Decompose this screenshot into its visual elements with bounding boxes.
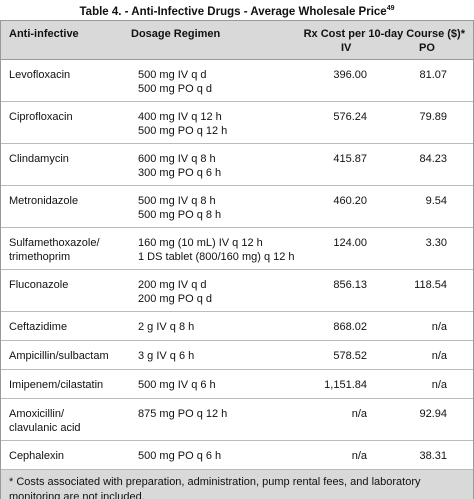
po-cost: 9.54 (425, 195, 447, 207)
drug-name: Fluconazole (9, 279, 69, 291)
drug-name: Ciprofloxacin (9, 111, 73, 123)
drug-name: Imipenem/cilastatin (9, 379, 104, 391)
table-row: Amoxicillin/clavulanic acid 875 mg PO q 1… (1, 399, 473, 441)
drug-name: Levofloxacin (9, 69, 71, 81)
dosage: 500 mg IV q 6 h (138, 379, 216, 391)
table-row: Sulfamethoxazole/trimethoprim 160 mg (10 … (1, 228, 473, 270)
table-row: Fluconazole 200 mg IV q d 200 mg PO q d 856… (1, 270, 473, 312)
po-cost: n/a (431, 321, 447, 333)
dosage: 600 mg IV q 8 h (138, 153, 216, 165)
dosage: 1 DS tablet (800/160 mg) q 12 h (138, 251, 295, 263)
table-row: Clindamycin 600 mg IV q 8 h 300 mg PO q 6 … (1, 144, 473, 186)
po-cost: 92.94 (419, 408, 447, 420)
drug-name: Metronidazole (9, 195, 79, 207)
table-row: Cephalexin 500 mg PO q 6 h n/a 38.31 (1, 441, 473, 470)
dosage: 300 mg PO q 6 h (138, 167, 222, 179)
drug-name: trimethoprim (9, 251, 71, 263)
table-row: Imipenem/cilastatin 500 mg IV q 6 h 1,151.… (1, 370, 473, 399)
po-cost: 81.07 (419, 69, 447, 81)
table-row: Ciprofloxacin 400 mg IV q 12 h 500 mg PO q… (1, 102, 473, 144)
po-cost: 79.89 (419, 111, 447, 123)
table-row: Ampicillin/sulbactam 3 g IV q 6 h 578.52 n/… (1, 341, 473, 370)
table-title: Table 4. - Anti-Infective Drugs - Averag… (0, 0, 474, 20)
title-text: Table 4. - Anti-Infective Drugs - Averag… (79, 5, 387, 18)
dosage: 500 mg PO q 8 h (138, 209, 222, 221)
iv-cost: n/a (351, 450, 367, 462)
column-header: Rx Cost per 10-day Course ($)* (303, 28, 465, 40)
column-header: IV (341, 42, 352, 54)
iv-cost: 578.52 (333, 350, 367, 362)
drug-name: clavulanic acid (9, 422, 81, 434)
dosage: 200 mg PO q d (138, 293, 212, 305)
table-footnote: * Costs associated with preparation, adm… (1, 470, 473, 499)
dosage: 500 mg IV q d (138, 69, 207, 81)
footnote-text: * Costs associated with preparation, adm… (9, 476, 421, 499)
dosage: 400 mg IV q 12 h (138, 111, 222, 123)
table-header: Anti-infective Dosage Regimen Rx Cost pe… (1, 21, 473, 60)
table-row: Levofloxacin 500 mg IV q d 500 mg PO q d 39… (1, 60, 473, 102)
po-cost: 84.23 (419, 153, 447, 165)
iv-cost: 460.20 (333, 195, 367, 207)
column-header: PO (419, 42, 435, 54)
drug-name: Ceftazidime (9, 321, 68, 333)
iv-cost: 124.00 (333, 237, 367, 249)
iv-cost: 868.02 (333, 321, 367, 333)
dosage: 200 mg IV q d (138, 279, 207, 291)
column-header: Dosage Regimen (131, 28, 221, 40)
po-cost: 118.54 (414, 279, 447, 291)
po-cost: 38.31 (419, 450, 447, 462)
dosage: 500 mg IV q 8 h (138, 195, 216, 207)
dosage: 500 mg PO q d (138, 83, 212, 95)
iv-cost: n/a (351, 408, 367, 420)
drug-name: Clindamycin (9, 153, 69, 165)
dosage: 2 g IV q 8 h (138, 321, 195, 333)
table-row: Ceftazidime 2 g IV q 8 h 868.02 n/a (1, 312, 473, 341)
po-cost: n/a (431, 379, 447, 391)
iv-cost: 396.00 (333, 69, 367, 81)
column-header: Anti-infective (9, 28, 79, 40)
drug-name: Ampicillin/sulbactam (9, 350, 109, 362)
table: Anti-infective Dosage Regimen Rx Cost pe… (0, 20, 474, 499)
iv-cost: 415.87 (333, 153, 367, 165)
dosage: 500 mg PO q 6 h (138, 450, 222, 462)
dosage: 875 mg PO q 12 h (138, 408, 228, 420)
drug-name: Cephalexin (9, 450, 65, 462)
table-row: Metronidazole 500 mg IV q 8 h 500 mg PO q … (1, 186, 473, 228)
dosage: 500 mg PO q 12 h (138, 125, 228, 137)
drug-name: Amoxicillin/ (9, 408, 65, 420)
iv-cost: 576.24 (333, 111, 367, 123)
title-reference: 49 (386, 5, 395, 12)
po-cost: n/a (431, 350, 447, 362)
po-cost: 3.30 (425, 237, 447, 249)
dosage: 3 g IV q 6 h (138, 350, 195, 362)
iv-cost: 856.13 (333, 279, 367, 291)
iv-cost: 1,151.84 (324, 379, 367, 391)
dosage: 160 mg (10 mL) IV q 12 h (138, 237, 263, 249)
drug-name: Sulfamethoxazole/ (9, 237, 100, 249)
